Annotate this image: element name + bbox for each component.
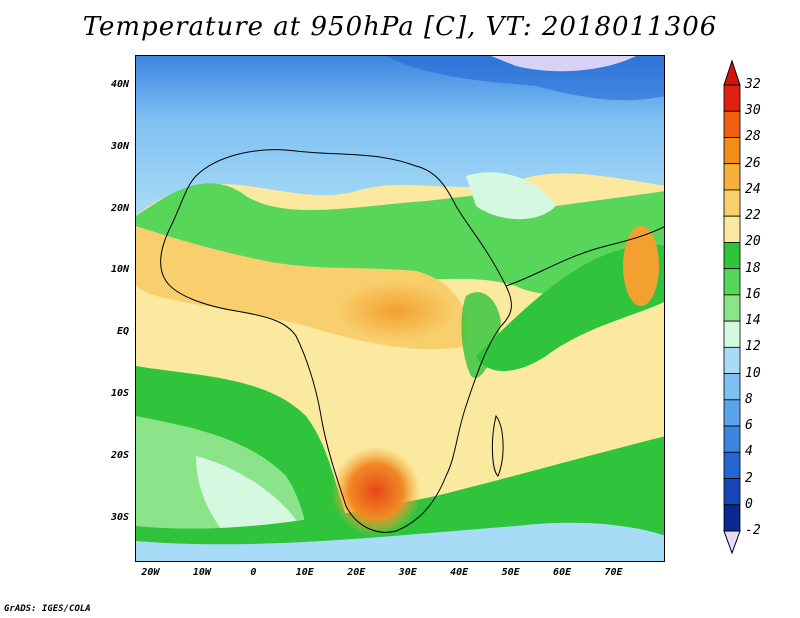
lon-tick-label: 30E bbox=[398, 567, 417, 578]
colorbar-swatch bbox=[723, 320, 741, 348]
colorbar-swatch bbox=[723, 110, 741, 138]
colorbar-swatch bbox=[723, 425, 741, 453]
lat-tick-label: 30N bbox=[110, 140, 129, 152]
colorbar-level-label: 18 bbox=[745, 260, 761, 276]
colorbar-level-label: 24 bbox=[745, 181, 761, 197]
colorbar-level-label: 4 bbox=[745, 444, 753, 460]
temperature-field bbox=[136, 56, 664, 561]
colorbar-level-label: 32 bbox=[745, 77, 761, 92]
colorbar-level-label: 6 bbox=[745, 418, 753, 434]
arabian-sea-green bbox=[476, 244, 664, 371]
colorbar-bottom-triangle bbox=[723, 530, 741, 555]
lon-tick-label: 20W bbox=[141, 567, 160, 578]
lon-tick-label: 0 bbox=[250, 567, 257, 578]
colorbar-level-label: 0 bbox=[745, 496, 753, 512]
colorbar-level-label: 10 bbox=[745, 365, 761, 381]
colorbar-level-label: 14 bbox=[745, 313, 761, 329]
colorbar-swatch bbox=[723, 268, 741, 296]
colorbar-level-label: 2 bbox=[745, 470, 753, 486]
lat-tick-label: 10N bbox=[110, 264, 129, 276]
east-africa-highlands bbox=[461, 292, 501, 378]
colorbar-swatch bbox=[723, 137, 741, 165]
colorbar-swatch bbox=[723, 189, 741, 217]
lon-tick-label: 50E bbox=[501, 567, 520, 578]
colorbar-level-label: 20 bbox=[745, 234, 761, 250]
colorbar-swatch bbox=[723, 84, 741, 112]
lat-tick-label: 20N bbox=[110, 202, 129, 214]
colorbar-level-label: -2 bbox=[745, 523, 761, 538]
lon-tick-label: 20E bbox=[347, 567, 366, 578]
colorbar-level-label: 30 bbox=[745, 103, 761, 119]
colorbar-level-label: 26 bbox=[745, 155, 761, 171]
colorbar-swatch bbox=[723, 478, 741, 506]
lat-tick-label: 30S bbox=[110, 511, 129, 523]
north-cold-band bbox=[136, 56, 664, 216]
lat-tick-label: EQ bbox=[116, 326, 129, 338]
sub-minus2-region bbox=[491, 56, 636, 72]
lon-tick-label: 40E bbox=[450, 567, 469, 578]
colorbar-swatch bbox=[723, 373, 741, 401]
lon-tick-label: 10E bbox=[295, 567, 314, 578]
arabia-coastline bbox=[505, 226, 664, 287]
lat-tick-label: 20S bbox=[110, 449, 129, 461]
temperature-map bbox=[135, 55, 665, 562]
lat-tick-label: 10S bbox=[110, 388, 129, 400]
lat-tick-label: 40N bbox=[110, 78, 129, 90]
colorbar-swatch bbox=[723, 451, 741, 479]
southern-ocean-cool bbox=[136, 522, 664, 561]
map-title: Temperature at 950hPa [C], VT: 201801130… bbox=[82, 12, 718, 42]
arabia-cool-patch bbox=[466, 172, 556, 220]
colorbar-level-label: 16 bbox=[745, 286, 761, 302]
colorbar-level-label: 22 bbox=[745, 208, 761, 224]
colorbar-swatch bbox=[723, 242, 741, 270]
central-africa-hot bbox=[336, 281, 456, 341]
colorbar-swatch bbox=[723, 346, 741, 374]
colorbar-swatch bbox=[723, 399, 741, 427]
southern-africa-hot bbox=[331, 446, 421, 536]
colorbar-swatch bbox=[723, 215, 741, 243]
india-warm bbox=[623, 226, 659, 306]
colorbar-level-label: 12 bbox=[745, 339, 761, 355]
colorbar-swatch bbox=[723, 504, 741, 532]
lon-tick-label: 60E bbox=[553, 567, 572, 578]
lon-tick-label: 70E bbox=[604, 567, 623, 578]
grads-credit: GrADS: IGES/COLA bbox=[4, 604, 91, 614]
lon-tick-label: 10W bbox=[192, 567, 211, 578]
colorbar-swatch bbox=[723, 163, 741, 191]
colorbar-swatch bbox=[723, 294, 741, 322]
colorbar-top-triangle bbox=[723, 59, 741, 86]
colorbar-level-label: 8 bbox=[745, 391, 753, 407]
madagascar-outline bbox=[491, 414, 504, 477]
colorbar-level-label: 28 bbox=[745, 129, 761, 145]
africa-coastline bbox=[160, 149, 512, 533]
